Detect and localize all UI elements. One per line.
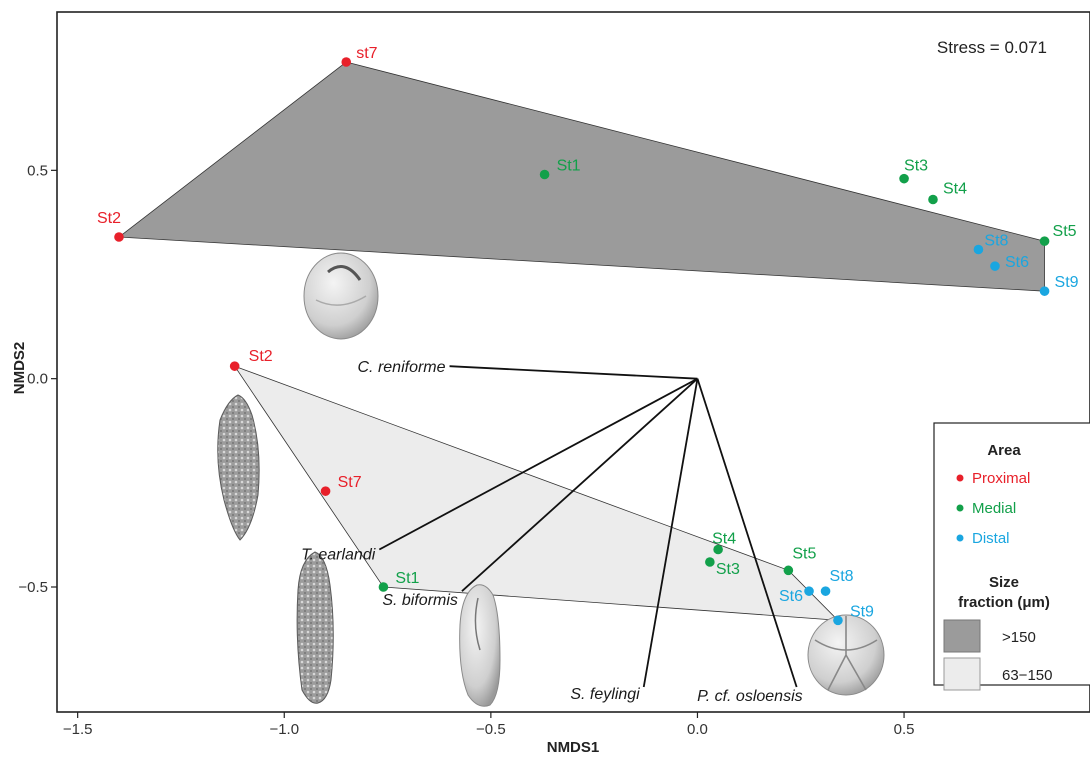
point-large-st5: [1039, 236, 1050, 246]
point-label-large-st9: St9: [1055, 274, 1079, 291]
point-small-st6: [804, 586, 814, 596]
point-small-st9: [833, 615, 843, 626]
point-label-small-st1: St1: [395, 570, 419, 587]
y-tick-label: 0.5: [27, 162, 48, 179]
point-label-large-st6: St6: [1005, 254, 1029, 271]
y-tick-label: 0.0: [27, 371, 48, 388]
legend-medial-label: Medial: [972, 500, 1016, 517]
t-earlandi-specimen-image: [217, 394, 260, 541]
vector-t-earlandi: [378, 377, 698, 551]
axes-layer: −1.5 −1.0 −0.5 0.0 0.5 −0.5 0.0 0.5: [18, 162, 914, 738]
point-label-large-st2: St2: [97, 210, 121, 227]
legend-medial-marker: [956, 504, 964, 512]
species-label-s-feylingi: S. feylingi: [570, 686, 640, 703]
point-small-st2: [229, 361, 240, 371]
point-small-st3: [705, 557, 715, 567]
point-label-small-st5: St5: [792, 545, 816, 562]
point-label-small-st4: St4: [712, 531, 736, 548]
c-reniforme-specimen-image: [303, 252, 379, 340]
x-tick-label: −1.0: [269, 721, 299, 738]
point-small-st1: [378, 582, 389, 592]
point-label-large-st7: st7: [356, 45, 377, 62]
legend-proximal-marker: [956, 474, 964, 482]
legend-size-title-line2: fraction (μm): [958, 594, 1050, 611]
point-large-st9: [1039, 286, 1050, 296]
point-label-large-st3: St3: [904, 158, 928, 175]
point-small-st7: [320, 486, 331, 496]
species-label-s-biformis: S. biformis: [382, 592, 458, 609]
legend-small-fraction-label: 63−150: [1002, 667, 1052, 684]
vector-s-feylingi: [642, 378, 699, 688]
x-tick-label: 0.5: [894, 721, 915, 738]
vector-c-reniforme: [449, 365, 698, 380]
point-label-small-st9: St9: [850, 603, 874, 620]
point-small-st5: [783, 565, 794, 576]
x-tick-label: −1.5: [63, 721, 93, 738]
hull-layer: [117, 61, 1045, 621]
point-large-st7: [341, 57, 352, 67]
legend-small-fraction-swatch: [943, 657, 981, 691]
species-label-t-earlandi: T. earlandi: [301, 547, 376, 564]
point-small-st4: [713, 544, 723, 555]
stress-annotation: Stress = 0.071: [937, 38, 1047, 57]
point-label-small-st7: St7: [338, 474, 362, 491]
specimen-images: [217, 252, 885, 707]
y-axis-title: NMDS2: [11, 342, 28, 395]
point-label-large-st8: St8: [984, 233, 1008, 250]
legend-proximal-label: Proximal: [972, 470, 1030, 487]
p-osloensis-specimen-image: [807, 614, 885, 696]
point-large-st2: [114, 232, 124, 242]
species-label-p-cf-osloensis: P. cf. osloensis: [697, 688, 803, 705]
point-large-st1: [539, 169, 550, 180]
s-feylingi-specimen-image: [459, 584, 501, 707]
point-label-large-st4: St4: [943, 181, 967, 198]
point-label-small-st6: St6: [779, 588, 803, 605]
point-large-st3: [899, 173, 909, 184]
species-vector-layer: C. reniforme T. earlandi S. biformis S. fey…: [301, 359, 802, 705]
species-label-c-reniforme: C. reniforme: [358, 359, 446, 376]
point-large-st8: [973, 244, 984, 255]
legend-size-title-line1: Size: [989, 574, 1019, 591]
x-axis-title: NMDS1: [547, 739, 600, 756]
legend-large-fraction-swatch: [943, 619, 981, 653]
x-tick-label: 0.0: [687, 721, 708, 738]
y-tick-label: −0.5: [18, 579, 48, 596]
vector-s-biformis: [461, 377, 699, 592]
point-label-small-st8: St8: [830, 568, 854, 585]
legend-large-fraction-label: >150: [1002, 629, 1036, 646]
point-label-large-st5: St5: [1053, 223, 1077, 240]
legend: Area Proximal Medial Distal Size fractio…: [933, 422, 1090, 691]
point-large-st6: [990, 261, 1000, 271]
point-label-small-st3: St3: [716, 561, 740, 578]
legend-area-title: Area: [987, 442, 1021, 459]
vector-p-cf-osloensis: [696, 378, 798, 688]
s-biformis-specimen-image: [296, 551, 334, 704]
point-large-st4: [928, 194, 938, 205]
point-small-st8: [820, 586, 831, 596]
legend-distal-label: Distal: [972, 530, 1010, 547]
x-tick-label: −0.5: [476, 721, 506, 738]
legend-distal-marker: [956, 534, 964, 542]
points-layer: st7 St2 St1 St3 St4 St5 St8 St6 St9 St2 St7 St1 St4 S…: [97, 45, 1079, 626]
point-label-small-st2: St2: [249, 348, 273, 365]
point-label-large-st1: St1: [557, 158, 581, 175]
